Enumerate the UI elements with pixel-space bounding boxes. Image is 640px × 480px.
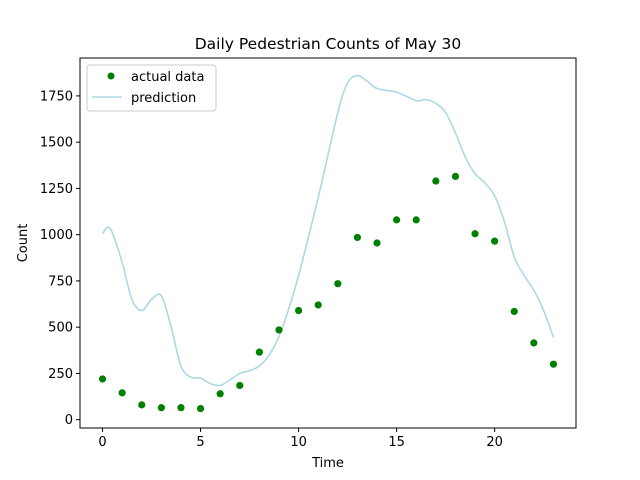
x-tick-label: 15 (388, 435, 405, 450)
data-point (216, 390, 224, 398)
chart-title: Daily Pedestrian Counts of May 30 (195, 35, 462, 53)
data-point (549, 360, 558, 368)
y-tick-label: 1250 (40, 182, 73, 197)
y-tick-label: 0 (65, 413, 73, 428)
data-point (373, 239, 381, 247)
x-tick-label: 20 (486, 435, 503, 450)
data-point (118, 389, 126, 397)
data-point (510, 307, 518, 316)
legend-label-prediction: prediction (131, 91, 196, 106)
data-point (432, 177, 440, 185)
legend-label-actual-data: actual data (131, 70, 204, 85)
y-axis: 0 250 500 750 1000 1250 1500 1750 (40, 89, 80, 428)
x-axis: 0 5 10 15 20 (98, 428, 503, 450)
y-tick-label: 500 (48, 321, 73, 336)
y-tick-label: 1500 (40, 136, 73, 151)
data-point (236, 381, 244, 390)
data-point (275, 326, 283, 334)
data-point (294, 306, 303, 315)
data-point (530, 339, 538, 347)
data-point (412, 216, 420, 224)
axes-frame (79, 57, 577, 429)
prediction-line (101, 74, 555, 387)
data-point (353, 233, 362, 242)
data-point (255, 348, 263, 356)
y-tick-label: 750 (48, 274, 73, 289)
data-point (98, 375, 107, 383)
x-tick-label: 0 (98, 435, 106, 450)
y-tick-label: 1750 (40, 89, 73, 104)
y-tick-label: 250 (48, 367, 73, 382)
data-point (177, 404, 185, 412)
plot-area (98, 74, 558, 413)
legend-box (86, 64, 217, 112)
y-tick-label: 1000 (40, 228, 73, 243)
data-point (491, 237, 499, 245)
x-tick-label: 10 (290, 435, 307, 450)
data-point (451, 172, 460, 180)
data-point (314, 301, 322, 309)
legend-marker-actual-data (107, 72, 115, 80)
data-point (196, 404, 205, 413)
data-point (157, 404, 165, 412)
x-tick-label: 5 (196, 435, 204, 450)
x-axis-title: Time (311, 456, 344, 471)
data-point (138, 401, 146, 409)
legend: actual data prediction (86, 64, 217, 112)
data-point (393, 216, 401, 224)
data-point (334, 280, 342, 288)
data-point (471, 230, 479, 238)
y-axis-title: Count (16, 224, 31, 263)
